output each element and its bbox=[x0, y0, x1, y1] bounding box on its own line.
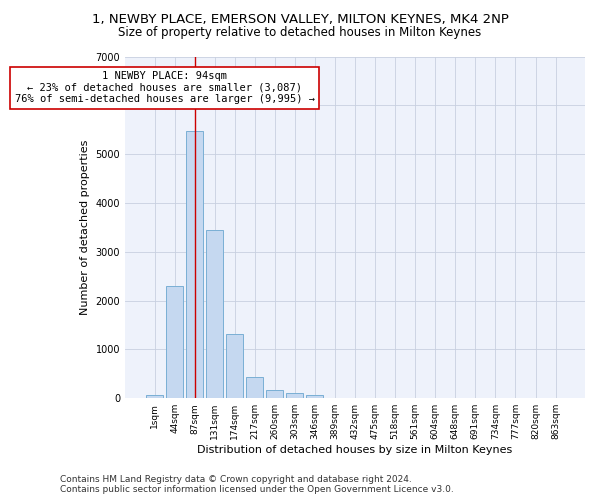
Bar bbox=[266, 390, 283, 398]
X-axis label: Distribution of detached houses by size in Milton Keynes: Distribution of detached houses by size … bbox=[197, 445, 512, 455]
Bar bbox=[166, 286, 183, 398]
Bar bbox=[246, 377, 263, 398]
Bar bbox=[206, 230, 223, 398]
Bar bbox=[146, 394, 163, 398]
Y-axis label: Number of detached properties: Number of detached properties bbox=[80, 140, 90, 315]
Text: Size of property relative to detached houses in Milton Keynes: Size of property relative to detached ho… bbox=[118, 26, 482, 39]
Text: 1, NEWBY PLACE, EMERSON VALLEY, MILTON KEYNES, MK4 2NP: 1, NEWBY PLACE, EMERSON VALLEY, MILTON K… bbox=[92, 12, 508, 26]
Text: Contains HM Land Registry data © Crown copyright and database right 2024.
Contai: Contains HM Land Registry data © Crown c… bbox=[60, 474, 454, 494]
Bar bbox=[226, 334, 243, 398]
Bar bbox=[286, 394, 304, 398]
Bar bbox=[307, 395, 323, 398]
Text: 1 NEWBY PLACE: 94sqm
← 23% of detached houses are smaller (3,087)
76% of semi-de: 1 NEWBY PLACE: 94sqm ← 23% of detached h… bbox=[14, 71, 314, 104]
Bar bbox=[186, 131, 203, 398]
